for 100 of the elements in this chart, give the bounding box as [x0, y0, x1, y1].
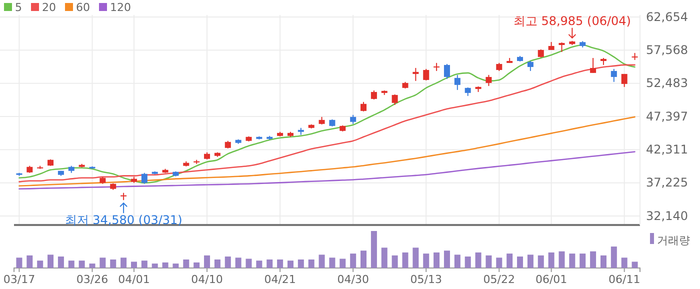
bar	[162, 262, 168, 268]
candlestick	[486, 74, 492, 86]
y-tick-label: 57,568	[646, 43, 688, 58]
bar	[464, 256, 471, 268]
x-tick-label: 04/10	[191, 272, 223, 286]
x-tick-label: 06/01	[535, 272, 568, 286]
line-series	[18, 64, 636, 182]
bar	[360, 250, 367, 268]
y-tick-label: 32,140	[646, 208, 688, 223]
y-tick-label: 62,654	[646, 10, 688, 24]
bar	[402, 252, 408, 268]
bar	[496, 258, 502, 268]
y-tick-label: 52,483	[646, 76, 688, 90]
bar	[423, 254, 430, 268]
bar	[100, 258, 106, 268]
legend-label: 5	[15, 1, 22, 14]
legend-label: 거래량	[657, 234, 690, 247]
bar	[329, 258, 336, 268]
bar	[183, 259, 190, 268]
bar	[152, 264, 158, 268]
bar	[26, 255, 33, 268]
bar	[58, 256, 64, 268]
x-tick-label: 04/01	[118, 272, 150, 286]
candlestick	[444, 63, 450, 80]
bar	[486, 255, 492, 268]
bar	[141, 260, 148, 268]
bar	[506, 254, 513, 268]
bar	[110, 259, 116, 268]
bar	[392, 255, 398, 268]
bar	[632, 262, 638, 268]
bar	[527, 254, 534, 268]
bar	[172, 264, 179, 268]
bar	[350, 254, 356, 268]
bar	[412, 248, 419, 268]
bar	[68, 260, 74, 268]
bar	[318, 254, 325, 268]
line-series	[18, 116, 636, 187]
bar	[120, 258, 127, 268]
bar	[600, 255, 606, 268]
x-tick-label: 05/22	[483, 272, 515, 286]
x-tick-label: 04/21	[264, 272, 296, 286]
candlestick	[392, 94, 398, 106]
bar	[235, 258, 242, 268]
line-series	[18, 151, 636, 190]
bar	[590, 251, 596, 268]
bar	[580, 254, 586, 268]
bar	[308, 259, 314, 268]
bar	[204, 255, 210, 268]
bar	[89, 264, 96, 268]
candlestick	[412, 67, 419, 82]
x-tick-label: 03/17	[3, 272, 36, 286]
x-tick-label: 06/11	[608, 272, 640, 286]
legend-label: 60	[76, 1, 90, 14]
bar	[621, 258, 628, 268]
candlestick	[558, 42, 565, 52]
candlestick	[590, 57, 596, 74]
annotation: 최저 34,580 (03/31)	[64, 213, 182, 228]
bar	[214, 259, 220, 268]
bar	[610, 246, 617, 268]
bar	[444, 250, 450, 268]
candlestick	[141, 172, 148, 184]
bar	[381, 248, 388, 268]
x-tick-label: 05/13	[410, 272, 442, 286]
bar	[37, 260, 44, 268]
bar	[517, 256, 524, 268]
bar	[266, 259, 273, 268]
bar	[256, 260, 262, 268]
bar	[224, 256, 231, 268]
bar	[475, 252, 482, 268]
bar	[370, 231, 377, 268]
bar	[454, 254, 460, 268]
y-tick-label: 47,397	[646, 109, 688, 124]
candlestick	[360, 101, 367, 112]
candlestick	[527, 60, 534, 72]
candlestick	[454, 74, 460, 90]
bar	[298, 259, 304, 268]
bar	[246, 258, 252, 268]
x-tick-label: 03/26	[76, 272, 108, 286]
x-tick-label: 04/30	[337, 272, 369, 286]
candlestick	[423, 68, 430, 81]
bar	[48, 254, 54, 268]
bar	[130, 262, 137, 268]
candlestick	[621, 73, 628, 88]
bar	[558, 251, 565, 268]
bar	[194, 262, 200, 268]
bar	[78, 260, 85, 268]
line-series	[18, 44, 636, 184]
legend-label: 20	[42, 1, 56, 14]
y-tick-label: 37,225	[646, 176, 688, 190]
y-tick-label: 42,311	[646, 142, 688, 157]
bar	[287, 260, 294, 268]
bar	[538, 255, 544, 268]
candlestick	[610, 68, 617, 82]
bar	[16, 258, 22, 268]
bar	[340, 258, 346, 268]
bar	[434, 252, 440, 268]
annotation: 최고 58,985 (06/04)	[513, 14, 631, 28]
legend-label: 120	[110, 1, 131, 14]
bar	[277, 259, 284, 268]
bar	[548, 252, 554, 268]
